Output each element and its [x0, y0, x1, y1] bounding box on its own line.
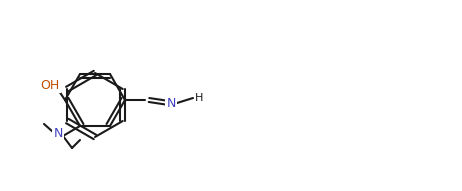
Text: H: H	[195, 93, 203, 103]
Text: OH: OH	[40, 79, 60, 91]
Text: N: N	[166, 96, 176, 109]
Text: N: N	[53, 127, 63, 141]
